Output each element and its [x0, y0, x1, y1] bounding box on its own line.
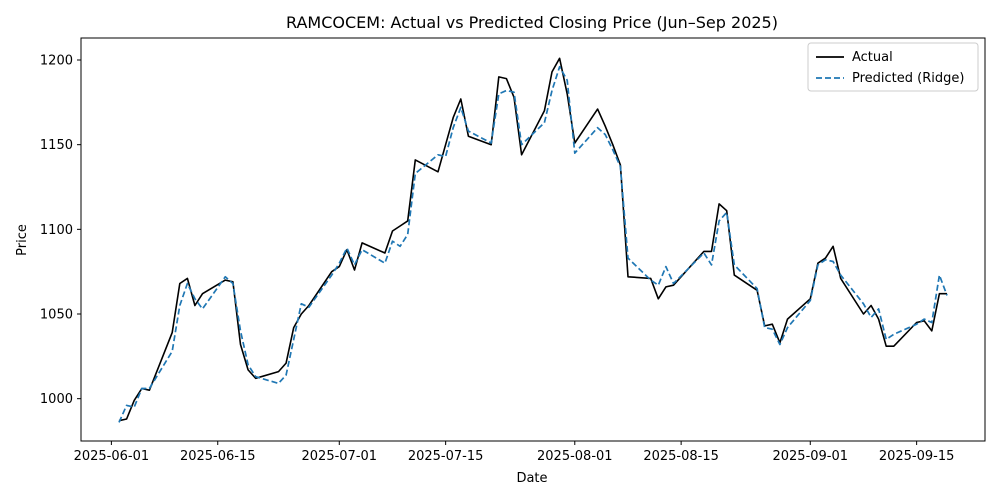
- y-tick-label: 1150: [40, 138, 73, 153]
- chart-title: RAMCOCEM: Actual vs Predicted Closing Pr…: [286, 13, 778, 32]
- y-tick-label: 1000: [40, 392, 73, 407]
- x-tick-label: 2025-09-15: [879, 449, 955, 464]
- legend-label-predicted: Predicted (Ridge): [852, 71, 964, 86]
- legend: Actual Predicted (Ridge): [807, 42, 979, 92]
- y-tick-label: 1200: [40, 54, 73, 69]
- plot-frame: [80, 37, 986, 442]
- x-tick-label: 2025-07-15: [408, 449, 484, 464]
- legend-box: [807, 42, 979, 92]
- x-tick-label: 2025-09-01: [772, 449, 848, 464]
- x-tick-label: 2025-08-01: [537, 449, 613, 464]
- plot-area: [80, 37, 986, 442]
- series-line-actual: [118, 57, 947, 422]
- y-axis: 1000 1050 1100 1150 1200: [40, 54, 81, 407]
- x-axis: 2025-06-01 2025-06-15 2025-07-01 2025-07-15…: [74, 441, 955, 464]
- series-line-predicted: [118, 65, 948, 423]
- legend-label-actual: Actual: [852, 50, 893, 65]
- y-axis-label: Price: [15, 224, 30, 256]
- y-tick-label: 1050: [40, 308, 73, 323]
- x-tick-label: 2025-06-15: [180, 449, 256, 464]
- y-tick-label: 1100: [40, 223, 73, 238]
- x-axis-label: Date: [516, 471, 547, 486]
- x-tick-label: 2025-07-01: [302, 449, 378, 464]
- x-tick-label: 2025-08-15: [643, 449, 719, 464]
- x-tick-label: 2025-06-01: [74, 449, 150, 464]
